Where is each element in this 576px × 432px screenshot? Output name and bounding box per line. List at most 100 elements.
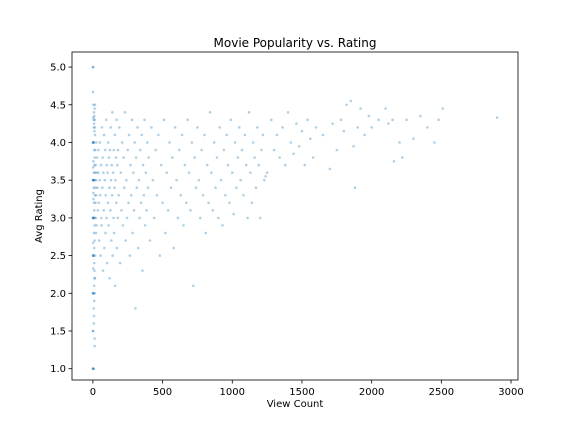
data-point — [94, 201, 97, 205]
data-point — [92, 246, 96, 250]
data-point — [328, 167, 332, 171]
data-point — [97, 201, 101, 205]
data-point — [135, 186, 139, 190]
data-point — [194, 186, 198, 190]
data-point — [93, 269, 96, 272]
data-point — [208, 111, 212, 114]
data-point — [229, 118, 233, 122]
data-point — [261, 133, 265, 137]
data-point — [104, 118, 108, 122]
data-point — [201, 193, 205, 197]
data-point — [212, 141, 216, 144]
data-point — [93, 261, 96, 265]
data-point — [165, 171, 169, 174]
data-point — [94, 141, 98, 144]
data-point — [272, 148, 276, 152]
x-tick-label: 3000 — [498, 387, 523, 398]
data-point — [120, 209, 123, 212]
data-point — [91, 329, 95, 333]
data-point — [384, 107, 387, 110]
data-point — [95, 193, 98, 197]
data-point — [91, 178, 95, 182]
data-point — [222, 148, 226, 152]
data-point — [93, 171, 97, 174]
data-point — [93, 107, 96, 110]
data-point — [392, 160, 396, 163]
data-point — [270, 118, 273, 122]
y-tick-label: 2.0 — [50, 289, 66, 300]
data-point — [349, 99, 353, 103]
data-point — [196, 126, 199, 129]
data-point — [123, 111, 127, 114]
data-point — [112, 148, 116, 152]
data-point — [198, 216, 202, 220]
data-point — [112, 216, 115, 220]
x-tick-label: 2000 — [359, 387, 384, 398]
data-point — [236, 156, 240, 159]
data-point — [116, 148, 120, 152]
data-point — [116, 163, 119, 167]
data-point — [93, 337, 96, 340]
data-point — [134, 307, 137, 310]
data-point — [158, 254, 162, 257]
data-point — [171, 156, 174, 159]
data-point — [97, 148, 100, 152]
data-point — [356, 126, 360, 129]
data-point — [370, 126, 373, 129]
data-point — [109, 178, 113, 182]
data-point — [166, 209, 170, 212]
data-point — [219, 178, 223, 182]
data-point — [286, 111, 290, 114]
data-point — [175, 178, 178, 182]
data-point — [98, 141, 102, 144]
data-point — [92, 267, 95, 270]
data-point — [91, 254, 95, 257]
data-point — [197, 178, 201, 182]
data-point — [258, 216, 262, 220]
data-point — [122, 186, 126, 190]
data-point — [142, 193, 146, 197]
data-point — [104, 231, 107, 235]
y-tick-label: 3.0 — [50, 213, 66, 224]
data-point — [246, 216, 249, 220]
data-point — [116, 216, 120, 220]
data-point — [129, 193, 133, 197]
data-point — [157, 133, 160, 137]
data-point — [321, 133, 325, 137]
data-point — [363, 133, 366, 137]
data-point — [331, 122, 334, 125]
data-point — [105, 163, 109, 167]
x-axis-ticks: 0 500 1000 1500 2000 2500 3000 — [90, 380, 524, 398]
data-point — [92, 254, 95, 257]
data-point — [107, 224, 110, 227]
data-point — [92, 314, 96, 318]
data-point — [244, 163, 248, 167]
data-point — [115, 201, 118, 205]
data-point — [377, 118, 380, 122]
data-point — [93, 156, 97, 159]
data-point — [148, 239, 152, 242]
data-point — [129, 163, 132, 167]
data-point — [193, 156, 196, 159]
data-point — [243, 133, 247, 137]
data-point — [103, 178, 107, 182]
data-points — [91, 65, 499, 370]
data-point — [109, 209, 112, 212]
data-point — [342, 129, 346, 133]
data-point — [203, 133, 206, 137]
data-point — [103, 148, 107, 152]
data-point — [92, 141, 95, 144]
y-axis-label: Avg Rating — [34, 189, 45, 243]
data-point — [91, 216, 95, 220]
data-point — [94, 163, 97, 167]
data-point — [94, 178, 98, 182]
y-tick-label: 1.0 — [50, 364, 66, 375]
data-point — [184, 201, 188, 205]
data-point — [232, 212, 235, 216]
data-point — [128, 254, 132, 257]
data-point — [111, 171, 115, 174]
data-point — [93, 193, 97, 197]
data-point — [125, 178, 128, 182]
data-point — [143, 224, 147, 227]
data-point — [172, 246, 176, 250]
